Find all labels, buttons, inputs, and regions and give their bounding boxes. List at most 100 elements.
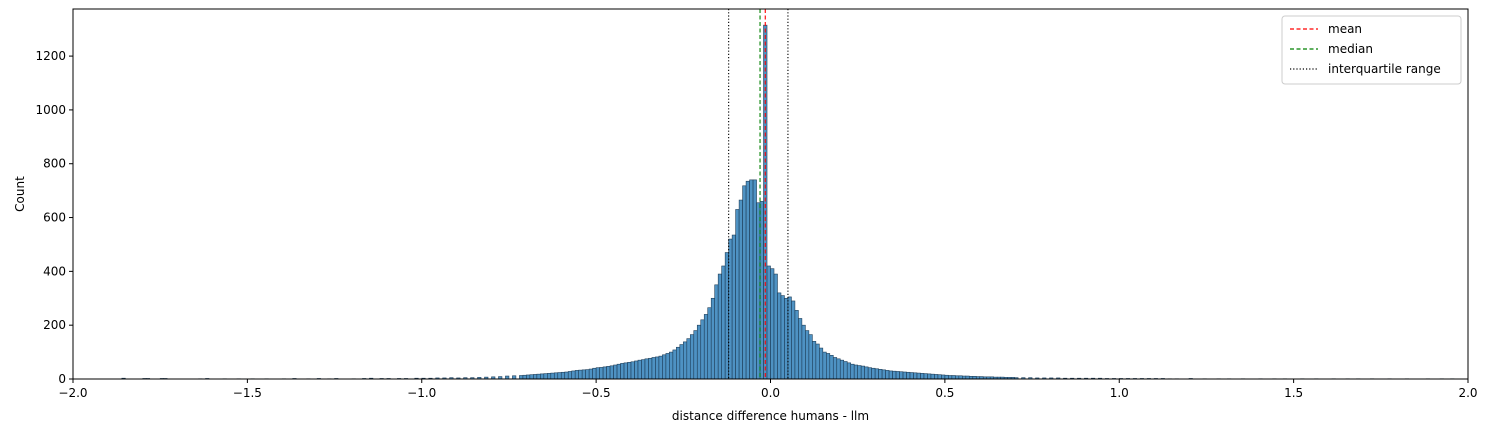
histogram-bar [721, 265, 726, 380]
histogram-bar [791, 300, 796, 380]
histogram-bar [763, 24, 768, 380]
x-tick-label: −2.0 [58, 386, 87, 400]
histogram-bar [557, 372, 562, 380]
histogram-bar [550, 372, 555, 380]
histogram-bar [927, 373, 932, 380]
histogram-bar [683, 341, 688, 380]
histogram-bar [899, 371, 904, 380]
y-axis-label: Count [13, 176, 27, 212]
histogram-bar [651, 357, 656, 380]
histogram-bar [696, 324, 702, 380]
histogram-bar [794, 310, 799, 380]
histogram-bar [805, 330, 810, 380]
histogram-bar [560, 371, 566, 380]
histogram-bar [613, 364, 618, 380]
y-tick-label: 1200 [35, 49, 66, 63]
histogram-bar [937, 374, 942, 380]
histogram-bar [909, 372, 914, 380]
histogram-bar [553, 372, 559, 380]
histogram-bar [892, 370, 897, 380]
histogram-bar [780, 295, 785, 380]
histogram-bar [738, 199, 743, 380]
histogram-bar [571, 370, 576, 380]
histogram-bar [812, 341, 817, 380]
histogram-bar [567, 371, 573, 380]
histogram-bar [620, 363, 625, 380]
histogram-bar [581, 369, 586, 380]
histogram-bar [546, 373, 552, 380]
x-tick-label: −0.5 [582, 386, 611, 400]
histogram-bar [798, 318, 803, 380]
histogram-bar [574, 370, 579, 380]
histogram-bar [519, 375, 524, 380]
histogram-bar [564, 371, 569, 380]
histogram-bar [686, 338, 691, 380]
histogram-bar [637, 359, 642, 380]
histogram-bar [731, 234, 736, 380]
histogram-bar [700, 319, 705, 380]
histogram-bar [948, 375, 953, 380]
legend: mean median interquartile range [1281, 15, 1462, 85]
histogram-bar [644, 358, 649, 380]
histogram-bar [801, 324, 806, 380]
histogram-bar [693, 330, 698, 380]
histogram-bar [836, 358, 841, 380]
histogram-bar [689, 334, 695, 380]
histogram-bar [529, 374, 534, 380]
histogram-bar [923, 373, 928, 380]
histogram-bar [920, 373, 925, 380]
histogram-bar [822, 351, 827, 380]
histogram-bar [630, 361, 635, 380]
x-axis-ticks: −2.0 −1.5 −1.0 −0.5 0.0 0.5 1.0 1.5 2.0 [58, 379, 1478, 400]
histogram-bar [829, 355, 834, 380]
histogram-bar [832, 357, 838, 380]
histogram-bar [578, 369, 583, 380]
histogram-bar [536, 373, 541, 380]
histogram-bar [874, 368, 879, 380]
histogram-bar [745, 180, 750, 380]
histogram-bar [895, 371, 900, 380]
histogram-bar [752, 179, 757, 380]
histogram-bar [770, 268, 775, 380]
histogram-bar [934, 374, 939, 380]
histogram-bar [595, 367, 600, 380]
histogram-bar [672, 349, 677, 380]
histogram-bar [655, 356, 660, 380]
histogram-bar [941, 374, 946, 380]
legend-iqr-label: interquartile range [1328, 62, 1441, 76]
histogram-bar [623, 362, 628, 380]
histogram-bar [881, 369, 886, 380]
histogram-bar [930, 373, 935, 380]
histogram-bar [543, 373, 548, 380]
histogram-bar [676, 346, 681, 380]
histogram-bar [662, 354, 667, 380]
y-axis-ticks: 0 200 400 600 800 1000 1200 [35, 49, 73, 386]
histogram-bar [703, 314, 709, 380]
histogram-bar [669, 351, 674, 380]
histogram-bar [885, 370, 890, 380]
histogram-bar [592, 367, 597, 380]
histogram-bar [679, 344, 684, 380]
histogram-bar [867, 367, 872, 380]
histogram-bar [710, 297, 716, 380]
y-tick-label: 1000 [35, 103, 66, 117]
histogram-bar [742, 185, 747, 380]
histogram-bar [850, 363, 855, 380]
x-tick-label: 0.0 [761, 386, 780, 400]
y-tick-label: 0 [58, 372, 66, 386]
histogram-bar [533, 374, 538, 380]
histogram-bar [641, 359, 646, 380]
histogram-bar [951, 375, 956, 380]
histogram-bar [777, 292, 782, 380]
x-tick-label: −1.5 [233, 386, 262, 400]
histogram-bar [585, 369, 590, 380]
histogram-bar [913, 372, 918, 380]
histogram-bar [606, 366, 611, 380]
x-axis-label: distance difference humans - llm [672, 409, 869, 423]
histogram-bar [522, 374, 527, 380]
histogram-bar [902, 371, 907, 380]
histogram-bar [773, 273, 778, 380]
histogram-bar [825, 353, 831, 380]
x-tick-label: 1.0 [1110, 386, 1129, 400]
histogram-bar [627, 362, 632, 380]
